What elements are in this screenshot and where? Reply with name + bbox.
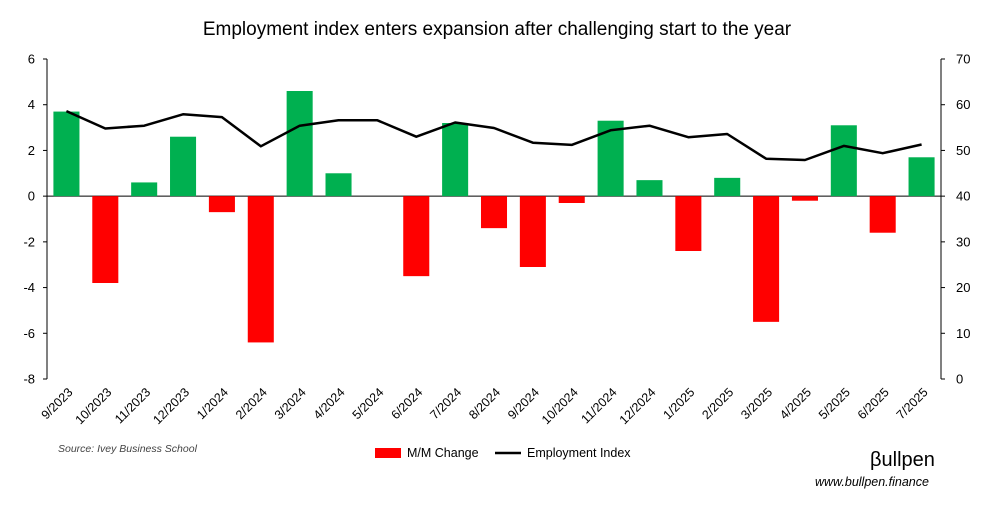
x-tick-label: 5/2024 [350,385,387,422]
x-tick-label: 3/2025 [738,385,775,422]
bar-4-2025 [791,196,818,201]
x-tick-label: 5/2025 [816,385,853,422]
x-tick-label: 10/2023 [73,385,115,427]
chart-title: Employment index enters expansion after … [203,19,792,40]
right-tick-label: 30 [956,234,970,249]
x-tick-label: 2/2024 [233,385,270,422]
bar-9-2023 [53,111,80,197]
bar-12-2023 [170,136,197,197]
x-tick-label: 11/2023 [112,385,153,426]
x-tick-label: 2/2025 [699,385,736,422]
right-axis: 70 60 50 40 30 20 10 0 [941,52,970,387]
bar-4-2024 [325,173,352,197]
right-tick-label: 40 [956,189,970,204]
x-tick-label: 8/2024 [466,385,503,422]
legend: M/M Change Employment Index [375,446,631,460]
right-tick-label: 10 [956,326,970,341]
x-tick-label: 7/2025 [894,385,931,422]
bar-6-2025 [869,196,896,233]
bar-10-2024 [558,196,585,203]
x-tick-label: 7/2024 [427,385,464,422]
bar-11-2023 [131,182,158,197]
bar-10-2023 [92,196,119,283]
x-tick-label: 1/2024 [194,385,231,422]
bar-1-2025 [675,196,702,251]
right-tick-label: 50 [956,143,970,158]
x-tick-label: 12/2023 [150,385,192,427]
x-tick-label: 3/2024 [272,385,309,422]
bar-3-2024 [286,91,313,197]
x-tick-label: 6/2024 [388,385,425,422]
x-tick-label: 9/2024 [505,385,542,422]
left-tick-label: -2 [23,234,35,249]
bar-7-2024 [442,123,469,197]
bar-6-2024 [403,196,430,277]
bar-11-2024 [597,120,624,197]
left-tick-label: -4 [23,280,35,295]
left-tick-label: -6 [23,326,35,341]
bar-12-2024 [636,180,663,197]
left-tick-label: 2 [28,143,35,158]
x-tick-label: 4/2024 [311,385,348,422]
bar-7-2025 [908,157,935,197]
right-tick-label: 20 [956,280,970,295]
brand-logo: βullpen [870,449,935,471]
right-tick-label: 60 [956,97,970,112]
left-tick-label: 0 [28,189,35,204]
x-tick-label: 10/2024 [539,385,581,427]
bar-9-2024 [519,196,546,267]
plot-area [46,59,942,379]
x-tick-label: 9/2023 [39,385,76,422]
source-note: Source: Ivey Business School [58,443,198,455]
x-tick-label: 1/2025 [661,385,698,422]
legend-label-line: Employment Index [527,446,631,460]
bar-2-2025 [714,177,741,197]
employment-index-line [65,109,922,162]
x-tick-label: 11/2024 [579,385,620,426]
bar-8-2024 [480,196,508,229]
left-tick-label: 4 [28,97,35,112]
bar-2-2024 [247,196,274,343]
brand-url: www.bullpen.finance [815,475,929,489]
bar-5-2025 [830,125,857,197]
x-tick-label: 4/2025 [777,385,814,422]
right-tick-label: 70 [956,52,970,67]
x-tick-label: 12/2024 [617,385,659,427]
x-tick-label: 6/2025 [855,385,892,422]
left-tick-label: 6 [28,52,35,67]
bar-3-2025 [753,196,780,322]
legend-swatch-bar [375,448,401,458]
bar-1-2024 [208,196,235,213]
left-axis: 6 4 2 0 -2 -4 -6 -8 [23,52,47,387]
legend-label-bar: M/M Change [407,446,479,460]
right-tick-label: 0 [956,372,963,387]
left-tick-label: -8 [23,372,35,387]
